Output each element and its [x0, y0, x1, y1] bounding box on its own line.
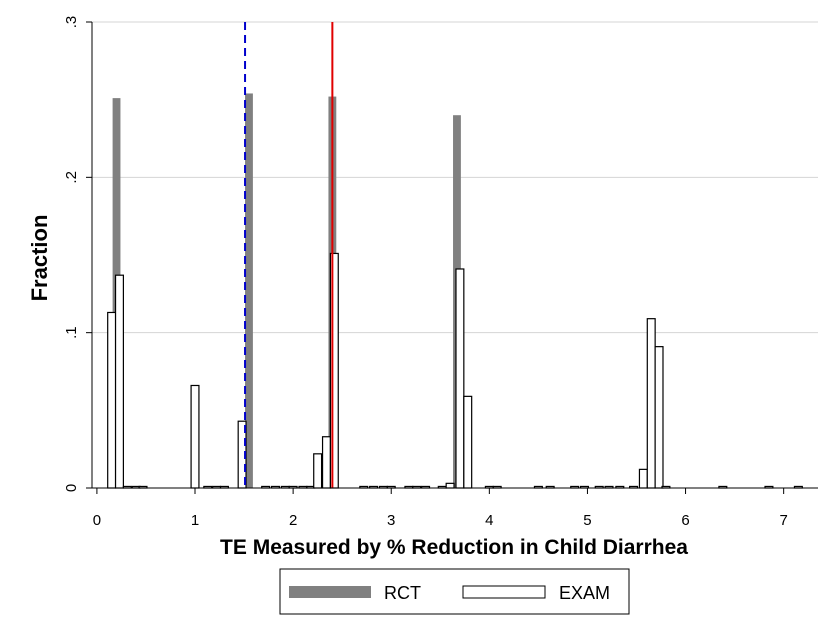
legend-exam-label: EXAM	[559, 583, 610, 603]
x-tick-label: 0	[93, 512, 101, 529]
bar-exam	[646, 318, 656, 489]
bar-exam	[463, 395, 473, 489]
x-axis-title: TE Measured by % Reduction in Child Diar…	[220, 536, 688, 559]
axes: 0 .1 .2 .3 0 1 2 3 4 5 6 7	[63, 16, 818, 529]
x-tick-label: 1	[191, 512, 199, 529]
bar-exam	[455, 268, 465, 489]
y-tick-label: .3	[63, 16, 80, 29]
bar-exam	[654, 346, 664, 489]
legend: RCT EXAM	[279, 568, 630, 615]
x-tick-label: 5	[583, 512, 591, 529]
bar-exam	[445, 482, 455, 489]
y-tick-label: 0	[63, 484, 80, 492]
bar-exam	[107, 311, 117, 489]
bar-rct	[245, 93, 253, 488]
legend-exam-swatch	[462, 585, 546, 599]
reference-lines	[244, 22, 334, 488]
x-tick-label: 7	[779, 512, 787, 529]
bar-exam	[638, 468, 648, 489]
legend-rct-label: RCT	[384, 583, 421, 603]
legend-rct-swatch	[289, 586, 371, 598]
bar-exam	[190, 384, 200, 489]
x-tick-label: 6	[681, 512, 689, 529]
bar-exam	[114, 274, 124, 489]
y-axis-title: Fraction	[27, 215, 52, 302]
x-tick-label: 3	[387, 512, 395, 529]
x-tick-label: 4	[485, 512, 493, 529]
y-tick-label: .1	[63, 326, 80, 339]
x-tick-label: 2	[289, 512, 297, 529]
bar-exam	[313, 453, 323, 489]
bar-exam	[321, 436, 332, 489]
y-tick-label: .2	[63, 171, 80, 184]
